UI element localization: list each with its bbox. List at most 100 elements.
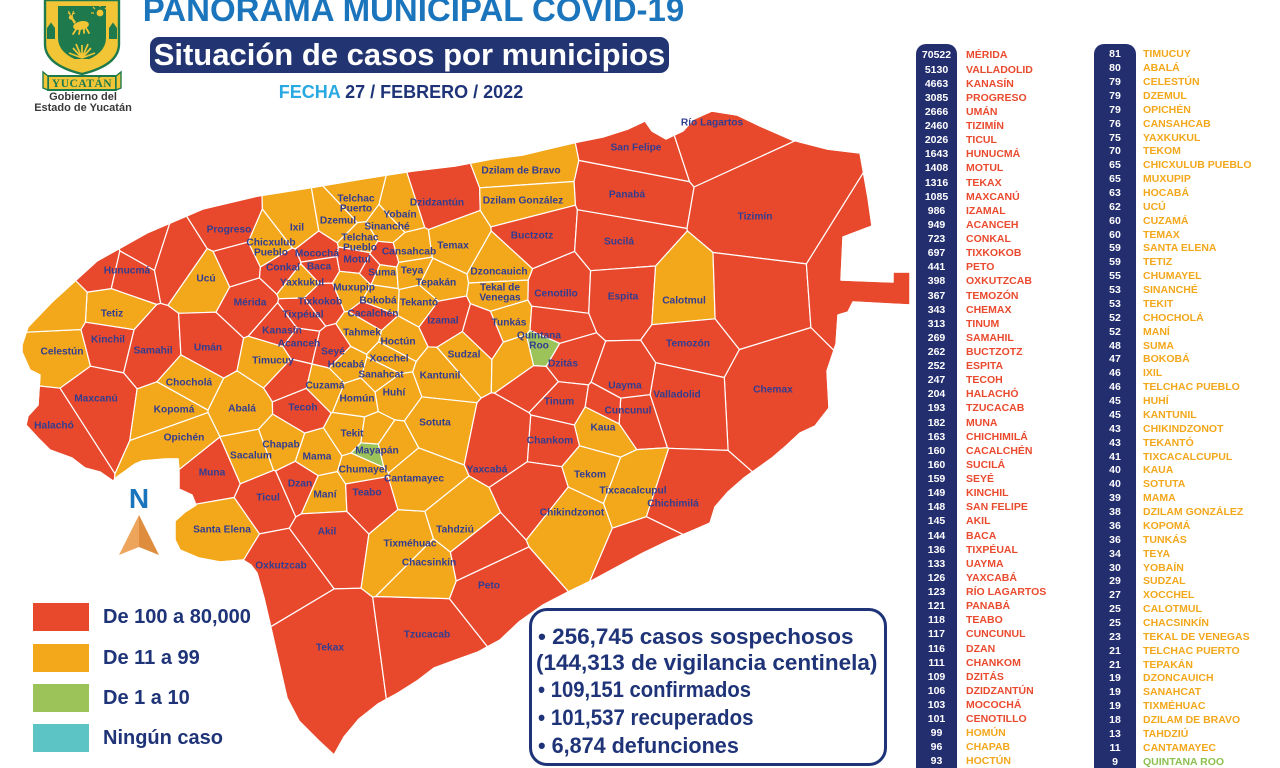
svg-text:Kantunil: Kantunil [420,371,461,382]
svg-text:Dzitás: Dzitás [548,359,578,370]
svg-text:Sanahcat: Sanahcat [358,370,404,381]
svg-text:Chacsinkín: Chacsinkín [402,558,456,569]
svg-text:Chemax: Chemax [753,385,793,396]
svg-text:Yaxcabá: Yaxcabá [467,465,508,476]
svg-text:Tixméhuac: Tixméhuac [383,539,436,550]
svg-text:Motul: Motul [343,255,370,266]
svg-text:Dzidzantún: Dzidzantún [410,198,464,209]
svg-text:Tahmek: Tahmek [343,328,381,339]
svg-text:Chumayel: Chumayel [339,465,388,476]
svg-text:Río Lagartos: Río Lagartos [681,118,744,129]
svg-text:Cuzamá: Cuzamá [305,381,344,392]
svg-text:Pueblo: Pueblo [343,243,377,254]
svg-text:Tixpéual: Tixpéual [282,310,323,321]
svg-text:Hocabá: Hocabá [328,360,365,371]
svg-text:N: N [129,483,149,514]
svg-text:Teya: Teya [401,266,424,277]
svg-text:Akil: Akil [318,527,337,538]
svg-text:Valladolid: Valladolid [653,390,701,401]
svg-text:Izamal: Izamal [427,316,458,327]
svg-text:Kopomá: Kopomá [154,405,195,416]
svg-text:Tunkás: Tunkás [492,318,527,329]
svg-text:Baca: Baca [307,262,332,273]
svg-text:San Felipe: San Felipe [611,143,662,154]
svg-text:Ticul: Ticul [256,493,280,504]
svg-text:Tizimín: Tizimín [738,212,773,223]
svg-text:Dzemul: Dzemul [320,216,356,227]
svg-text:Cenotillo: Cenotillo [534,289,578,300]
svg-text:Uayma: Uayma [608,381,642,392]
svg-text:Mérida: Mérida [234,298,267,309]
svg-text:Chocholá: Chocholá [166,378,213,389]
svg-text:Bokobá: Bokobá [359,296,397,307]
svg-text:Ucú: Ucú [196,274,215,285]
svg-text:Samahil: Samahil [133,346,172,357]
svg-text:Temax: Temax [437,241,469,252]
svg-text:Chankom: Chankom [527,436,573,447]
svg-text:Tepakán: Tepakán [416,278,457,289]
svg-text:Tixcacalcupul: Tixcacalcupul [599,486,666,497]
svg-text:Telchac: Telchac [341,233,379,244]
svg-text:Chapab: Chapab [262,440,299,451]
svg-text:Peto: Peto [478,581,500,592]
svg-text:Santa Elena: Santa Elena [193,525,251,536]
svg-text:Progreso: Progreso [207,225,252,236]
svg-text:Puerto: Puerto [340,204,372,215]
svg-text:Telchac: Telchac [337,194,375,205]
svg-text:Kanasín: Kanasín [262,326,302,337]
svg-text:Yaxkukul: Yaxkukul [280,278,324,289]
svg-text:Venegas: Venegas [479,293,521,304]
svg-text:Kinchil: Kinchil [91,335,125,346]
svg-text:Tahdziú: Tahdziú [436,525,474,536]
svg-text:Hoctún: Hoctún [380,337,415,348]
svg-text:Dzilam de Bravo: Dzilam de Bravo [481,166,560,177]
svg-text:Oxkutzcab: Oxkutzcab [255,561,307,572]
svg-text:Cacalchén: Cacalchén [348,309,399,320]
svg-text:Tekom: Tekom [574,470,606,481]
svg-text:Temozón: Temozón [666,339,710,350]
svg-text:Timucuy: Timucuy [252,356,294,367]
svg-text:Teabo: Teabo [352,488,381,499]
svg-text:Dzoncauich: Dzoncauich [470,267,527,278]
svg-text:Mocochá: Mocochá [295,249,339,260]
svg-text:Chichimilá: Chichimilá [647,499,699,510]
svg-text:Calotmul: Calotmul [662,296,706,307]
svg-text:Tinum: Tinum [544,397,574,408]
svg-text:Cuncunul: Cuncunul [605,406,652,417]
svg-text:Abalá: Abalá [228,404,256,415]
svg-text:Roo: Roo [529,341,549,352]
svg-text:Homún: Homún [339,394,374,405]
svg-text:Conkal: Conkal [266,263,300,274]
svg-text:Tekax: Tekax [316,643,344,654]
svg-text:Maxcanú: Maxcanú [74,394,118,405]
svg-text:Espita: Espita [608,292,639,303]
svg-text:Ixil: Ixil [290,223,304,234]
svg-text:Sotuta: Sotuta [419,418,451,429]
svg-text:Maní: Maní [313,490,337,501]
svg-text:Tetiz: Tetiz [101,309,123,320]
svg-text:Muxupip: Muxupip [333,283,375,294]
svg-text:Huhí: Huhí [383,388,407,399]
svg-text:Acanceh: Acanceh [278,339,320,350]
svg-text:Sudzal: Sudzal [448,350,481,361]
svg-text:Halachó: Halachó [34,421,74,432]
svg-text:Suma: Suma [368,268,396,279]
svg-text:Seyé: Seyé [321,347,345,358]
svg-text:Mama: Mama [303,452,332,463]
svg-text:Sucilá: Sucilá [604,237,634,248]
svg-text:Cantamayec: Cantamayec [384,474,444,485]
svg-text:Mayapán: Mayapán [355,446,399,457]
svg-text:Kaua: Kaua [591,423,616,434]
svg-text:Quintana: Quintana [517,331,561,342]
svg-text:Panabá: Panabá [609,190,646,201]
svg-text:Pueblo: Pueblo [254,248,288,259]
svg-text:Yobaín: Yobaín [383,210,416,221]
svg-text:Chikindzonot: Chikindzonot [540,508,605,519]
svg-text:Tixkokob: Tixkokob [298,297,343,308]
svg-text:Xocchel: Xocchel [369,354,408,365]
svg-text:Dzilam González: Dzilam González [483,196,563,207]
svg-text:Dzan: Dzan [288,479,312,490]
svg-text:Sinanché: Sinanché [364,222,410,233]
svg-text:Buctzotz: Buctzotz [511,231,553,242]
svg-text:Cansahcab: Cansahcab [382,247,436,258]
